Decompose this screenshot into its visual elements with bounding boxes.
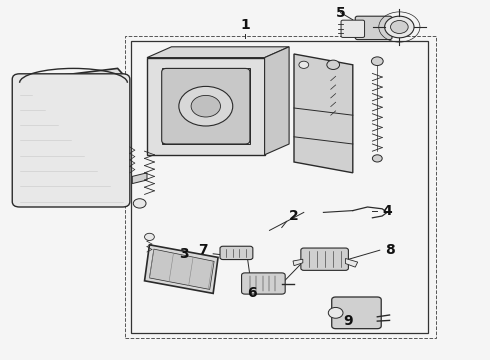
Polygon shape	[15, 68, 127, 205]
Text: 4: 4	[382, 204, 392, 217]
FancyBboxPatch shape	[162, 68, 250, 144]
Text: 7: 7	[198, 243, 208, 257]
Polygon shape	[294, 54, 353, 173]
Text: 9: 9	[343, 314, 353, 328]
Circle shape	[327, 60, 340, 69]
FancyBboxPatch shape	[301, 248, 348, 270]
Circle shape	[385, 16, 414, 38]
Text: 3: 3	[179, 247, 189, 261]
Circle shape	[191, 95, 220, 117]
FancyBboxPatch shape	[242, 273, 285, 294]
Circle shape	[133, 199, 146, 208]
Polygon shape	[345, 258, 358, 267]
Polygon shape	[149, 249, 214, 289]
Bar	[131, 41, 428, 333]
Text: 1: 1	[240, 18, 250, 32]
Polygon shape	[145, 245, 218, 293]
Circle shape	[179, 86, 233, 126]
Text: 6: 6	[247, 287, 257, 300]
Circle shape	[372, 155, 382, 162]
FancyBboxPatch shape	[332, 297, 381, 329]
Polygon shape	[293, 259, 303, 266]
Circle shape	[145, 233, 154, 240]
Text: 8: 8	[385, 243, 394, 257]
Polygon shape	[162, 68, 250, 144]
FancyBboxPatch shape	[341, 20, 365, 37]
Polygon shape	[147, 47, 289, 58]
Bar	[125, 36, 436, 338]
Circle shape	[391, 21, 408, 33]
Text: 2: 2	[289, 209, 299, 223]
Polygon shape	[132, 173, 147, 184]
Circle shape	[371, 57, 383, 66]
Polygon shape	[265, 47, 289, 155]
FancyBboxPatch shape	[220, 246, 253, 260]
FancyBboxPatch shape	[12, 74, 130, 207]
Polygon shape	[147, 58, 265, 155]
Text: 5: 5	[336, 6, 345, 19]
FancyBboxPatch shape	[355, 16, 392, 40]
Circle shape	[328, 307, 343, 318]
Circle shape	[299, 61, 309, 68]
